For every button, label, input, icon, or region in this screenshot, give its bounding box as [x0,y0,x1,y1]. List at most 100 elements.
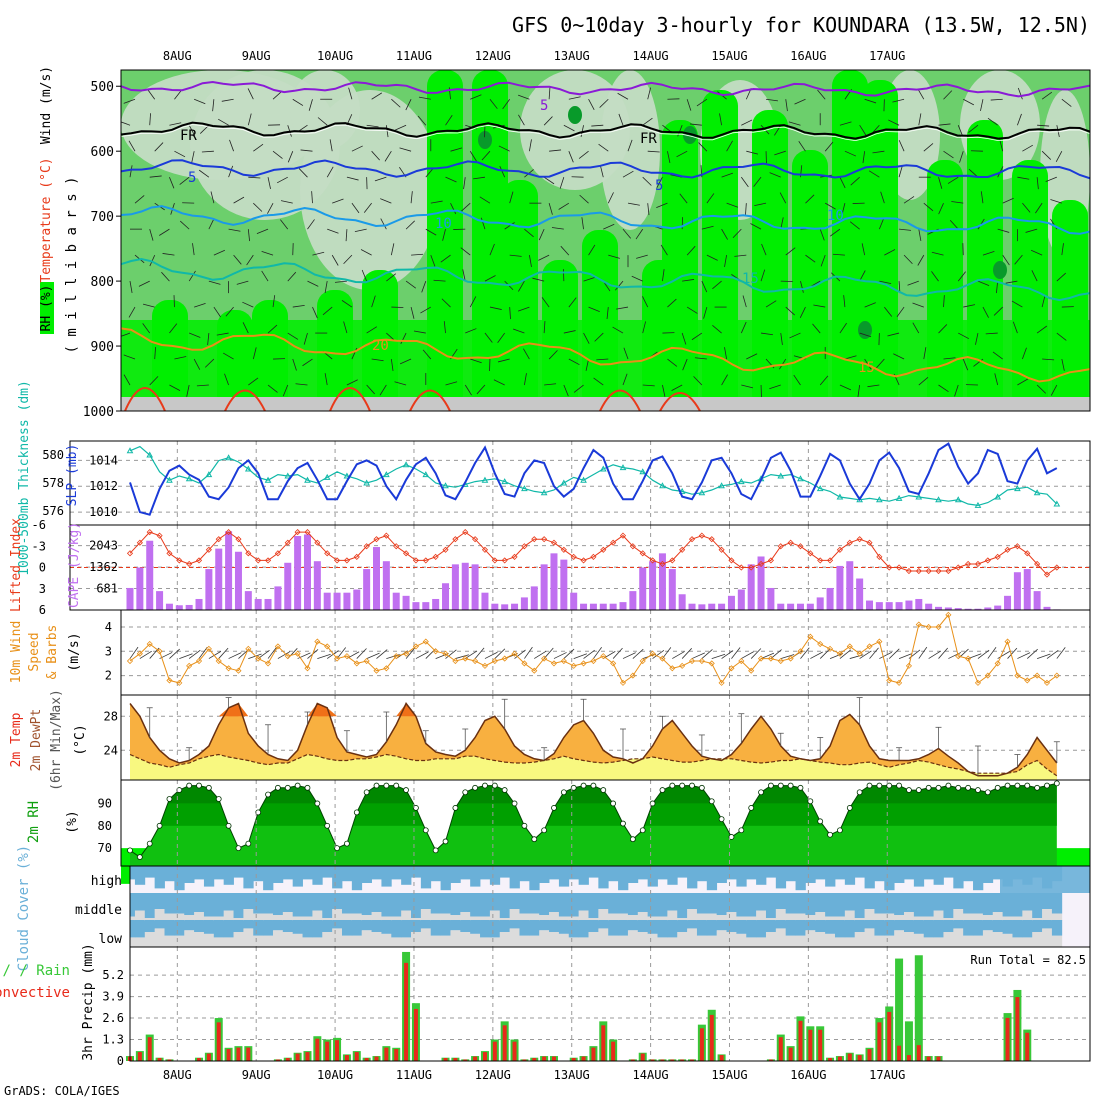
wind10m-point [925,623,932,631]
precip-convective-bar [847,1053,852,1061]
wind-barb [912,302,924,308]
cloud-low-cell [223,937,234,947]
wind-barb [599,165,604,178]
li-point [718,546,725,553]
cape-bar [471,564,479,610]
wind-barb [820,254,826,267]
rh-point [284,784,291,791]
precip-convective-bar [295,1053,300,1061]
cape-bar [737,589,745,610]
wind-barb [425,228,437,236]
cloud-low-cell [943,932,954,947]
cloud-high-cell [706,866,718,891]
cloud-high-cell [130,866,136,880]
cloud-high-cell [529,866,540,891]
cloud-middle-cell [834,893,846,917]
li-point [472,536,479,543]
wind10m-barb [484,651,498,659]
precip-convective-bar [709,1014,714,1061]
wind-barb [287,271,297,282]
wind-barb [399,358,412,365]
thickness-point [442,482,449,489]
wind-barb [390,243,395,256]
pressure-unit-label: ( m i l l i b a r s ) [64,176,80,353]
wind-barb [142,303,155,308]
cloud-high-cell [509,866,520,889]
cloud-middle-cell [134,893,146,911]
wind10m-barb [997,651,1010,659]
wind-barb [1056,272,1067,282]
wind10m-barb [494,648,506,659]
cloud-low-cell [637,932,649,947]
wind-barb [469,150,477,162]
cloud-middle-clear [1022,910,1033,921]
dewpoint-area [130,754,1057,780]
wind-barb [898,140,905,152]
wind-barb [502,98,511,110]
rh-point [965,784,971,791]
cloud-low-blue [430,920,441,936]
wind-barb [371,358,384,362]
wind10m-point [580,660,587,667]
wind-barb [593,377,604,386]
cloud-high-cell [933,866,944,885]
precip-total-bar [895,958,904,1061]
cloud-middle-clear [696,913,708,921]
cloud-high-cell [785,866,796,882]
wind-barb [954,384,959,397]
cloud-high-cell [322,866,333,878]
cloud-middle-clear [618,913,629,921]
cloud-middle-cell [489,893,501,911]
rh-point [994,784,1001,791]
rh-point [265,791,271,798]
cloud-high-cell [894,866,905,883]
wind10m-point [511,650,518,657]
wind-barb [366,384,375,395]
contour-label: 10 [435,216,452,232]
wind-barb [686,306,698,314]
cloud-high-cell [223,866,234,885]
cloud-low-cell [647,933,658,947]
cloud-middle-clear [923,916,934,921]
thickness-point [659,482,666,489]
cloud-high-cell [637,866,649,880]
wind10m-barb [879,651,893,659]
thickness-point [698,489,706,496]
thickness-tick-label: 576 [42,504,64,518]
wind-barb [450,202,457,215]
precip-tick-label: 3.9 [102,990,124,1004]
cloud-low-blue [164,920,175,936]
wind10m-point [590,657,597,665]
wind10m-barb [681,648,693,659]
wind-barb [724,347,727,360]
wind10m-barb [987,647,997,659]
wind-barb [433,279,446,282]
wind-barb [878,217,885,230]
cloud-high-cell [549,866,560,880]
cloud-high-cell [312,866,323,885]
wind10m-point [531,667,538,674]
rh-point [669,782,676,789]
cloud-high-cell [687,866,698,889]
li-point [225,529,232,536]
wind-barb [236,280,249,285]
wind-barb [923,202,934,212]
rh-point [955,784,962,791]
wind-barb [760,124,770,135]
li-point [688,536,696,543]
upper-wind-barbs [121,87,1074,398]
cloud-high-cell [992,866,1004,880]
wind10m-barb [583,649,595,659]
cloud-low-cell [785,935,796,947]
wind-barb [606,307,609,320]
cloud-cover-bands [130,866,1090,947]
rh-point [274,784,281,791]
wind10m-point [659,655,666,662]
precip-total-bar [904,1021,913,1061]
thickness-point [935,496,942,503]
cape-bar [205,569,213,610]
wind-barb [1012,321,1018,334]
precip-convective-bar [502,1025,507,1061]
thickness-slp-lines [126,442,1061,516]
thickness-point [244,465,252,472]
